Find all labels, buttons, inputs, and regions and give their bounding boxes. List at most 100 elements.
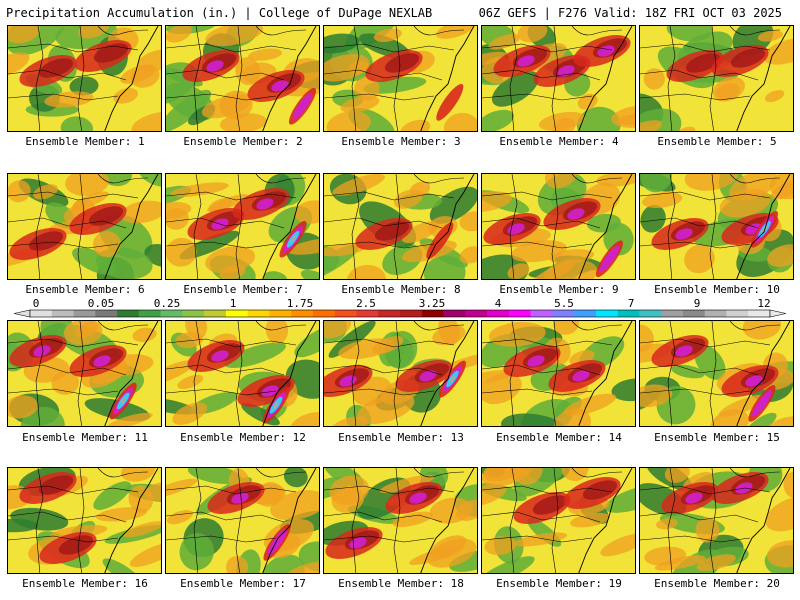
coastline	[104, 321, 159, 426]
border-line	[324, 485, 455, 495]
coastline	[420, 174, 475, 279]
panel-label: Ensemble Member: 12	[180, 431, 306, 444]
border-line	[482, 93, 593, 101]
coastline	[736, 468, 791, 573]
panel-label: Ensemble Member: 9	[499, 283, 619, 296]
border-line	[166, 217, 285, 229]
state-borders	[8, 321, 159, 426]
precip-field	[482, 26, 635, 131]
coastline	[420, 26, 475, 131]
great-lakes-outline	[255, 468, 307, 478]
colorbar-swatch	[682, 310, 706, 317]
border-line	[667, 174, 676, 279]
border-line	[709, 468, 717, 573]
border-line	[482, 388, 593, 396]
border-line	[482, 535, 593, 543]
border-line	[324, 388, 435, 396]
border-line	[667, 321, 676, 426]
precip-field	[8, 26, 161, 131]
border-line	[709, 174, 717, 279]
great-lakes-outline	[571, 321, 623, 331]
great-lakes-outline	[97, 174, 149, 184]
border-line	[482, 241, 593, 249]
border-line	[393, 468, 401, 573]
border-line	[166, 69, 285, 81]
border-line	[8, 485, 139, 495]
colorbar-swatch	[443, 310, 466, 317]
colorbar-swatch	[247, 310, 270, 317]
border-line	[8, 511, 127, 523]
ensemble-map-panel	[165, 320, 320, 427]
ensemble-map-panel	[481, 25, 636, 132]
border-line	[235, 26, 243, 131]
border-line	[235, 174, 243, 279]
border-line	[640, 191, 771, 201]
great-lakes-outline	[255, 26, 307, 36]
ensemble-map-panel	[639, 320, 794, 427]
precip-field	[8, 321, 157, 426]
border-line	[35, 468, 44, 573]
colorbar-swatch	[356, 310, 379, 317]
state-borders	[324, 174, 475, 279]
panel-label: Ensemble Member: 11	[22, 431, 148, 444]
colorbar-right-arrow	[769, 309, 787, 318]
border-line	[640, 485, 771, 495]
coastline	[736, 174, 791, 279]
precipitation-colorbar	[13, 309, 787, 318]
panel-label: Ensemble Member: 10	[654, 283, 780, 296]
ensemble-map-panel	[7, 25, 162, 132]
ensemble-map-panel	[323, 320, 478, 427]
border-line	[193, 174, 202, 279]
colorbar-swatch	[726, 310, 749, 317]
border-line	[235, 321, 243, 426]
precip-field	[324, 174, 477, 279]
panel-label: Ensemble Member: 14	[496, 431, 622, 444]
border-line	[324, 364, 443, 376]
border-line	[8, 364, 127, 376]
great-lakes-outline	[413, 174, 465, 184]
border-line	[667, 468, 676, 573]
state-borders	[640, 321, 791, 426]
border-line	[8, 191, 139, 201]
border-line	[640, 241, 751, 249]
panel-label: Ensemble Member: 2	[183, 135, 303, 148]
ensemble-map-panel	[639, 173, 794, 280]
colorbar-swatch	[748, 310, 771, 317]
great-lakes-outline	[413, 321, 465, 331]
precip-field	[482, 321, 635, 426]
border-line	[551, 321, 559, 426]
border-line	[235, 468, 243, 573]
state-borders	[640, 174, 791, 279]
panel-label: Ensemble Member: 8	[341, 283, 461, 296]
panel-label: Ensemble Member: 4	[499, 135, 619, 148]
ensemble-map-panel	[323, 173, 478, 280]
state-borders	[640, 26, 791, 131]
state-borders	[166, 321, 317, 426]
ensemble-map-panel	[165, 467, 320, 574]
precip-field	[482, 174, 635, 279]
state-borders	[166, 26, 317, 131]
border-line	[351, 468, 360, 573]
model-run-info: 06Z GEFS | F276 Valid: 18Z FRI OCT 03 20…	[478, 6, 782, 20]
border-line	[393, 321, 401, 426]
colorbar-tick-label: 0.05	[87, 297, 115, 310]
border-line	[482, 485, 613, 495]
coastline	[262, 321, 317, 426]
border-line	[35, 174, 44, 279]
border-line	[77, 321, 85, 426]
border-line	[482, 364, 601, 376]
colorbar-swatch	[138, 310, 161, 317]
colorbar-swatch	[421, 310, 444, 317]
panel-label: Ensemble Member: 6	[25, 283, 145, 296]
colorbar-swatch	[182, 310, 205, 317]
border-line	[324, 217, 443, 229]
border-line	[640, 217, 759, 229]
coastline	[420, 321, 475, 426]
border-line	[77, 174, 85, 279]
great-lakes-outline	[413, 26, 465, 36]
ensemble-map-panel	[639, 25, 794, 132]
state-borders	[8, 174, 159, 279]
state-borders	[324, 468, 475, 573]
border-line	[393, 26, 401, 131]
colorbar-swatch	[378, 310, 401, 317]
